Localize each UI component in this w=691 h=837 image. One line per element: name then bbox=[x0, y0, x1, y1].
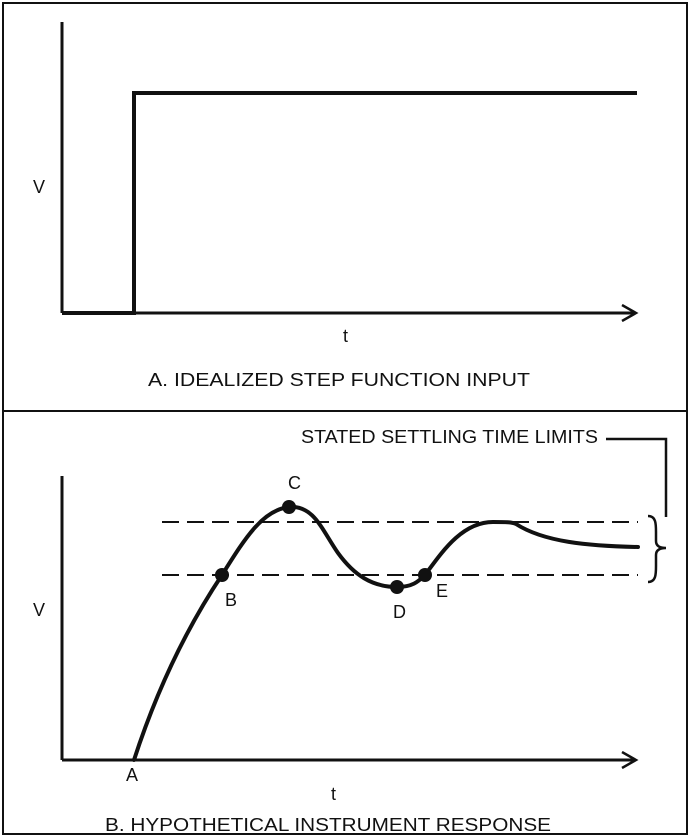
point-e-label: E bbox=[436, 581, 448, 601]
panel-b-caption: B. HYPOTHETICAL INSTRUMENT RESPONSE bbox=[105, 815, 551, 835]
point-c-marker bbox=[282, 500, 296, 514]
panel-b: A B C D E STATED SETTLING TIME LIMITS V … bbox=[33, 427, 668, 835]
panel-b-x-label: t bbox=[331, 784, 336, 804]
point-e-marker bbox=[418, 568, 432, 582]
panel-a-caption: A. IDEALIZED STEP FUNCTION INPUT bbox=[148, 370, 530, 390]
point-d-label: D bbox=[393, 602, 406, 622]
point-c-label: C bbox=[288, 473, 301, 493]
settling-limits-label: STATED SETTLING TIME LIMITS bbox=[301, 427, 598, 447]
settling-limits-brace bbox=[647, 514, 667, 584]
panel-a-x-label: t bbox=[343, 326, 348, 346]
point-b-marker bbox=[215, 568, 229, 582]
point-d-marker bbox=[390, 580, 404, 594]
point-a-label: A bbox=[126, 765, 138, 785]
settling-limits-leader-line bbox=[606, 437, 668, 517]
step-function-curve bbox=[62, 91, 637, 315]
panel-a-y-label: V bbox=[33, 177, 45, 197]
panel-a: V t A. IDEALIZED STEP FUNCTION INPUT bbox=[33, 22, 637, 390]
panel-b-y-label: V bbox=[33, 600, 45, 620]
point-b-label: B bbox=[225, 590, 237, 610]
instrument-response-curve bbox=[132, 504, 640, 762]
